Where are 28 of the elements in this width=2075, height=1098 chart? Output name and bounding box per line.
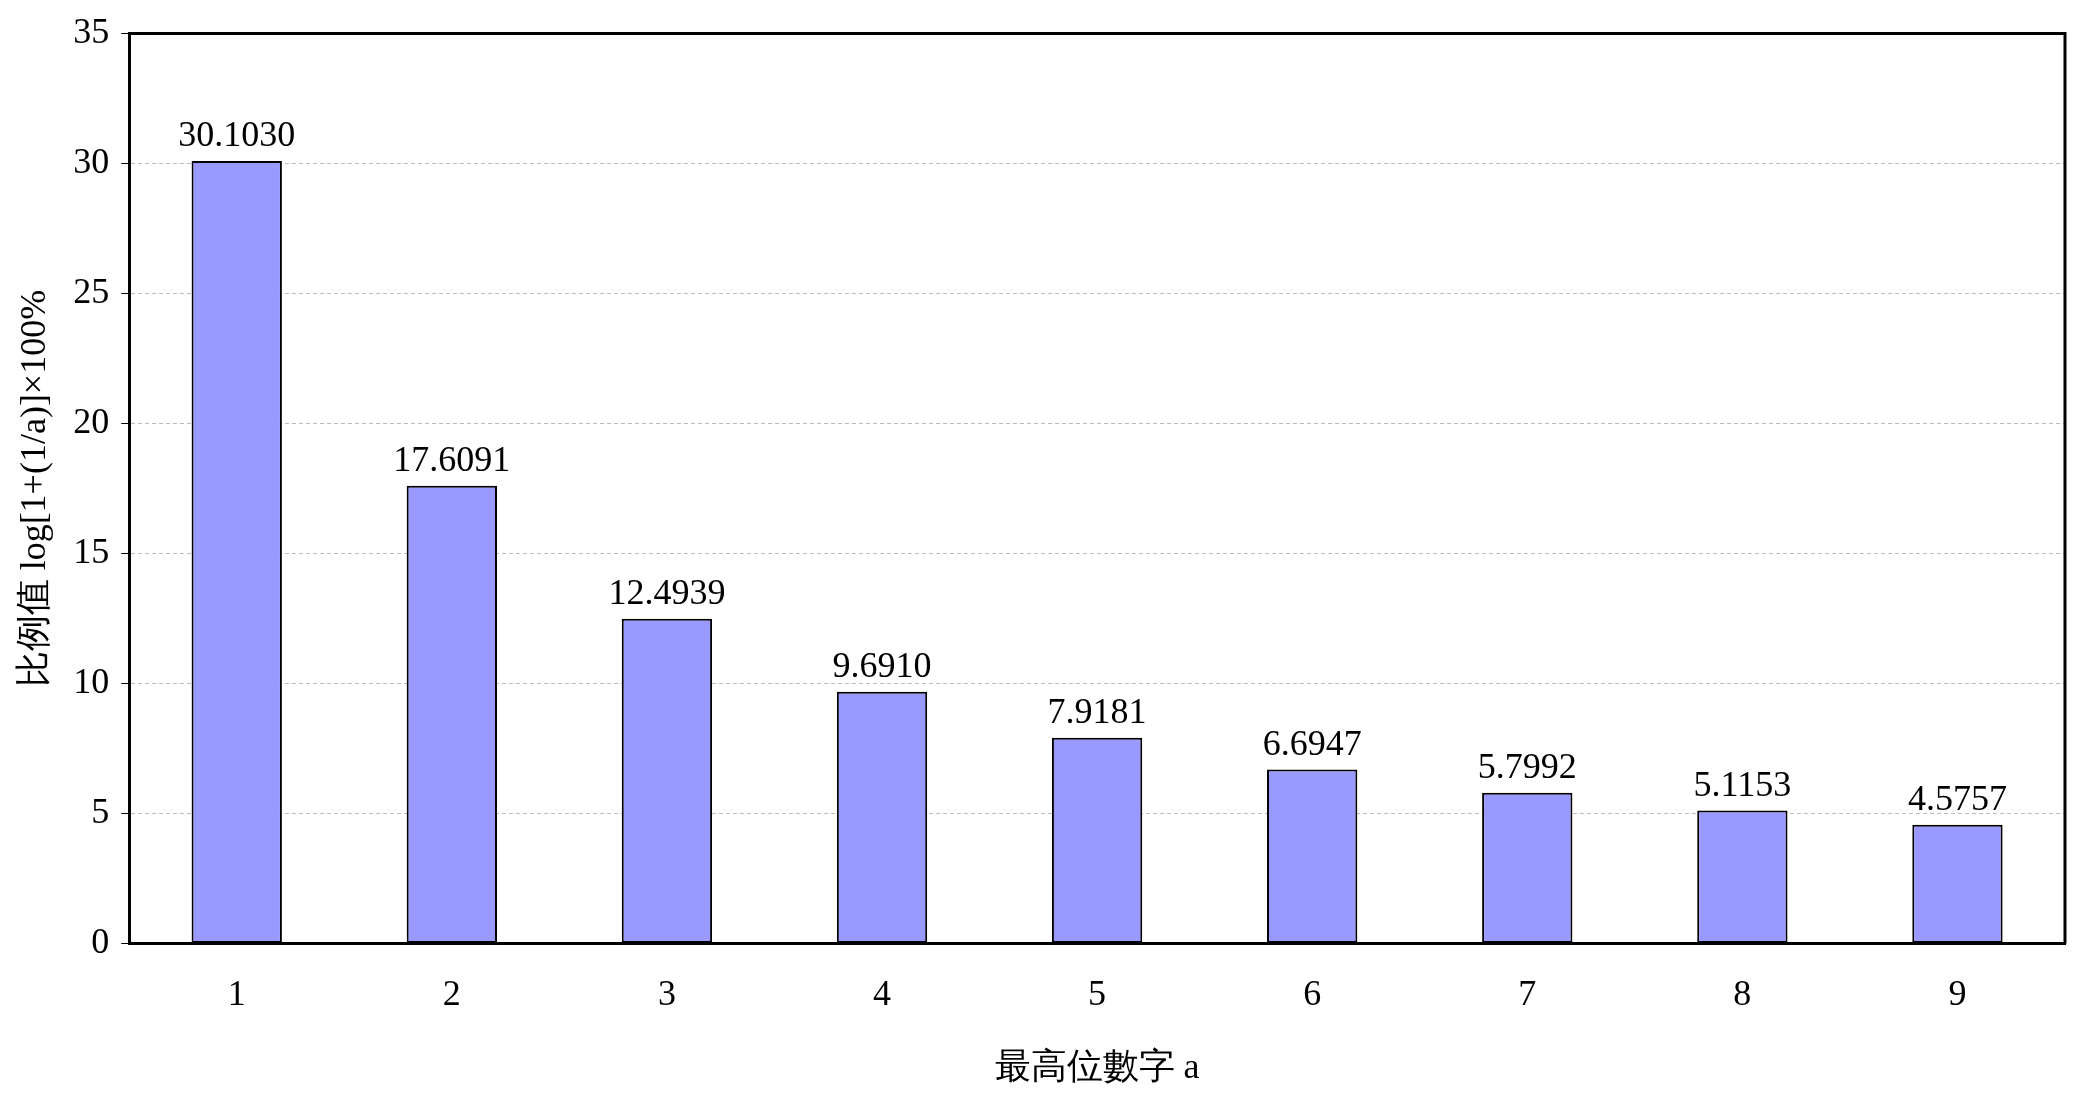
y-tick-label: 25	[73, 271, 110, 312]
y-tick-label: 30	[73, 141, 110, 182]
y-tick-label: 10	[73, 661, 110, 702]
y-tick-label: 0	[91, 921, 110, 962]
data-label: 5.7992	[1477, 746, 1577, 787]
data-label: 4.5757	[1907, 778, 2007, 819]
x-tick-label: 5	[1088, 972, 1107, 1013]
data-label: 30.1030	[178, 114, 296, 155]
y-tick-label: 35	[73, 11, 110, 52]
x-tick-label: 2	[442, 972, 461, 1013]
y-tick-label: 15	[73, 531, 110, 572]
x-tick-label: 6	[1303, 972, 1322, 1013]
x-tick-label: 4	[873, 972, 892, 1013]
data-label: 7.9181	[1047, 691, 1147, 732]
x-tick-label: 1	[227, 972, 246, 1013]
y-tick-label: 5	[91, 791, 110, 832]
x-tick-label: 3	[657, 972, 676, 1013]
data-label: 9.6910	[832, 645, 932, 686]
data-label: 12.4939	[608, 572, 726, 613]
data-label: 6.6947	[1262, 722, 1362, 763]
x-axis-title: 最高位數字 a	[994, 1045, 1200, 1086]
y-axis-title: 比例值 log[1+(1/a)]×100%	[13, 289, 54, 688]
y-tick-label: 20	[73, 401, 110, 442]
data-label: 5.1153	[1693, 764, 1792, 805]
x-tick-label: 8	[1733, 972, 1752, 1013]
data-label: 17.6091	[393, 439, 511, 480]
x-tick-label: 7	[1518, 972, 1537, 1013]
x-tick-label: 9	[1948, 972, 1967, 1013]
